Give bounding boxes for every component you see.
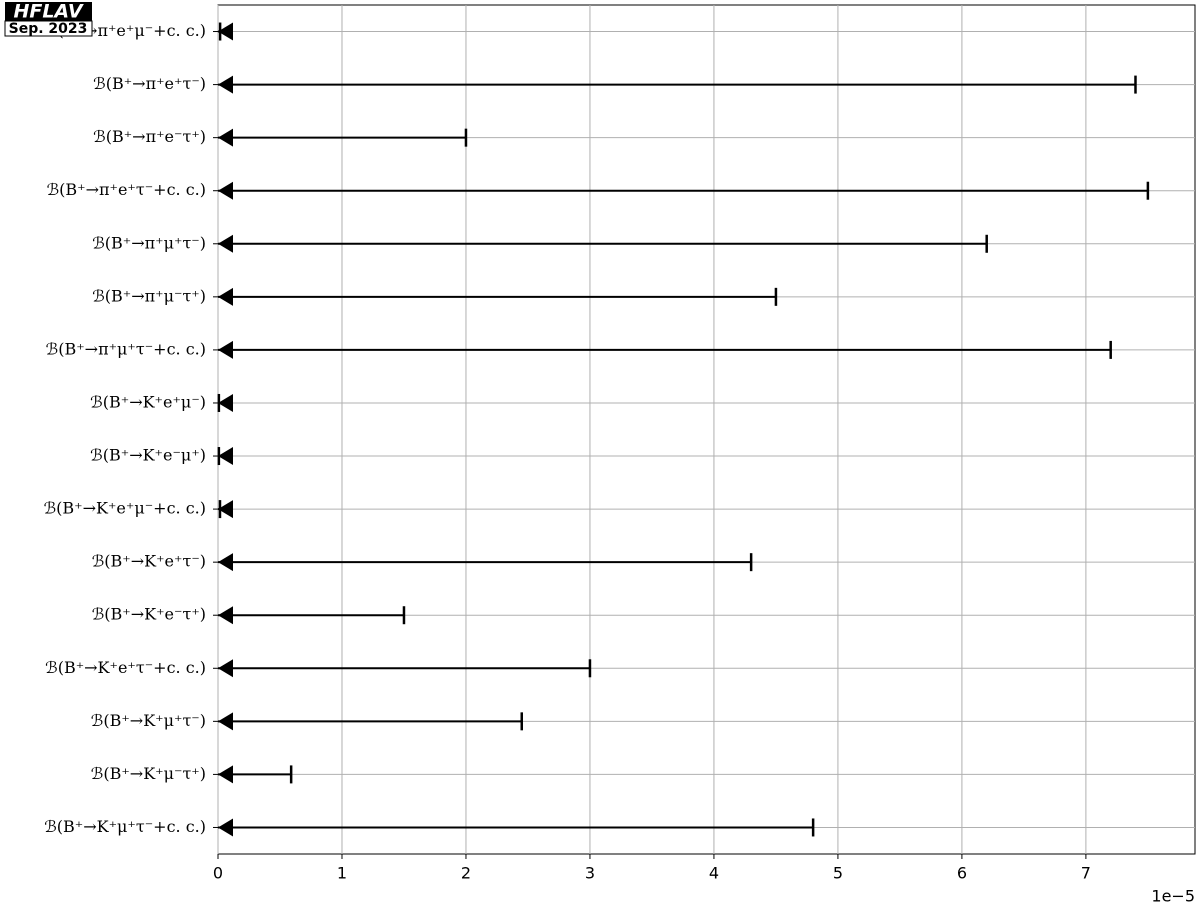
x-tick-label: 3 xyxy=(585,864,595,883)
logo-box xyxy=(5,2,92,21)
limit-arrow xyxy=(218,287,233,306)
y-tick-label: ℬ(B⁺→π⁺e⁺τ⁻+c. c.) xyxy=(47,180,206,199)
y-tick-label: ℬ(B⁺→K⁺e⁺μ⁻+c. c.) xyxy=(44,499,206,518)
limit-arrow xyxy=(218,234,233,253)
x-offset-label: 1e−5 xyxy=(1151,887,1195,906)
y-tick-label: ℬ(B⁺→K⁺e⁺μ⁻) xyxy=(90,392,206,411)
y-tick-label: ℬ(B⁺→K⁺μ⁺τ⁻) xyxy=(91,711,206,730)
limit-arrow xyxy=(218,181,233,200)
x-tick-label: 1 xyxy=(337,864,347,883)
limit-arrow xyxy=(218,818,233,837)
logo: HFLAV Sep. 2023 xyxy=(4,1,93,37)
limit-arrow xyxy=(218,128,233,147)
y-tick-label: ℬ(B⁺→K⁺μ⁻τ⁺) xyxy=(91,764,206,783)
limit-arrow xyxy=(218,340,233,359)
logo-title: HFLAV xyxy=(13,1,83,23)
plot-frame xyxy=(217,4,1196,855)
limit-arrow xyxy=(218,606,233,625)
y-tick-label: ℬ(B⁺→K⁺e⁻μ⁺) xyxy=(90,446,206,465)
x-tick-label: 4 xyxy=(709,864,719,883)
y-tick-label: ℬ(B⁺→K⁺e⁺τ⁻) xyxy=(92,552,206,571)
x-tick-label: 2 xyxy=(461,864,471,883)
logo-date-box xyxy=(4,20,93,37)
x-tick-label: 5 xyxy=(833,864,843,883)
y-tick-label: ℬ(B⁺→π⁺e⁻τ⁺) xyxy=(93,127,206,146)
limit-arrow xyxy=(218,75,233,94)
logo-date: Sep. 2023 xyxy=(9,21,88,37)
limit-arrow xyxy=(218,22,233,41)
limit-arrow xyxy=(218,553,233,572)
limit-arrow xyxy=(218,500,233,519)
y-tick-label: ℬ(B⁺→K⁺e⁻τ⁺) xyxy=(92,605,206,624)
limit-arrow xyxy=(218,659,233,678)
x-tick-label: 6 xyxy=(957,864,967,883)
marks xyxy=(217,22,1150,837)
limit-arrow xyxy=(218,712,233,731)
y-tick-label: ℬ(B⁺→π⁺e⁺τ⁻) xyxy=(93,74,206,93)
limit-arrow xyxy=(218,393,233,412)
y-tick-label: ℬ(B⁺→K⁺μ⁺τ⁻+c. c.) xyxy=(44,817,206,836)
limit-arrow xyxy=(218,765,233,784)
y-tick-label: ℬ(B⁺→π⁺μ⁻τ⁺) xyxy=(92,286,206,305)
y-tick-label: ℬ(B⁺→K⁺e⁺τ⁻+c. c.) xyxy=(45,658,206,677)
x-tick-label: 7 xyxy=(1081,864,1091,883)
y-tick-label: ℬ(B⁺→π⁺μ⁺τ⁻) xyxy=(92,233,206,252)
x-tick-label: 0 xyxy=(213,864,223,883)
y-tick-label: ℬ(B⁺→π⁺μ⁺τ⁻+c. c.) xyxy=(46,339,206,358)
limit-arrow xyxy=(218,447,233,466)
